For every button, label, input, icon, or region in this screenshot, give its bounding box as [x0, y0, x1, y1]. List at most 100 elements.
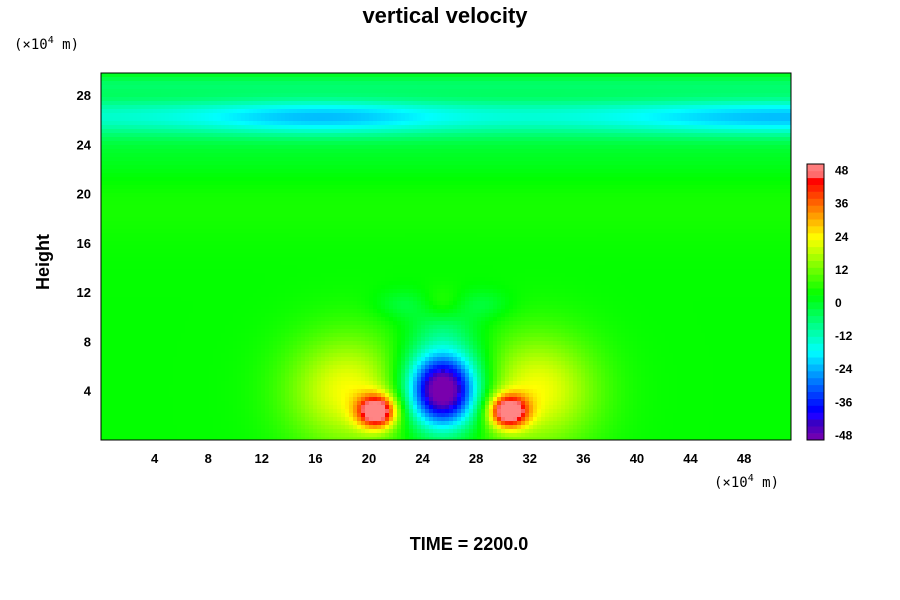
- heatmap-cell: [457, 73, 462, 78]
- heatmap-cell: [301, 185, 306, 190]
- heatmap-cell: [477, 161, 482, 166]
- heatmap-cell: [397, 145, 402, 150]
- heatmap-cell: [249, 137, 254, 142]
- heatmap-cell: [161, 145, 166, 150]
- heatmap-cell: [777, 105, 782, 110]
- heatmap-cell: [493, 101, 498, 106]
- heatmap-cell: [557, 121, 562, 126]
- heatmap-cell: [441, 137, 446, 142]
- heatmap-cell: [441, 81, 446, 86]
- heatmap-cell: [613, 181, 618, 186]
- heatmap-cell: [341, 153, 346, 158]
- heatmap-cell: [693, 109, 698, 114]
- heatmap-cell: [669, 161, 674, 166]
- heatmap-cell: [665, 153, 670, 158]
- heatmap-cell: [541, 141, 546, 146]
- heatmap-cell: [541, 169, 546, 174]
- heatmap-cell: [745, 173, 750, 178]
- heatmap-cell: [117, 93, 122, 98]
- heatmap-cell: [233, 145, 238, 150]
- heatmap-cell: [473, 129, 478, 134]
- heatmap-cell: [157, 161, 162, 166]
- heatmap-cell: [121, 125, 126, 130]
- heatmap-cell: [301, 141, 306, 146]
- heatmap-cell: [613, 161, 618, 166]
- heatmap-cell: [105, 73, 110, 78]
- heatmap-cell: [137, 113, 142, 118]
- heatmap-cell: [305, 133, 310, 138]
- heatmap-cell: [633, 121, 638, 126]
- heatmap-cell: [177, 173, 182, 178]
- heatmap-cell: [657, 149, 662, 154]
- heatmap-cell: [317, 129, 322, 134]
- heatmap-cell: [377, 141, 382, 146]
- heatmap-cell: [261, 125, 266, 130]
- heatmap-cell: [581, 101, 586, 106]
- heatmap-cell: [709, 153, 714, 158]
- heatmap-cell: [153, 137, 158, 142]
- heatmap-cell: [333, 149, 338, 154]
- heatmap-cell: [105, 93, 110, 98]
- heatmap-cell: [761, 73, 766, 78]
- heatmap-cell: [365, 165, 370, 170]
- heatmap-cell: [337, 157, 342, 162]
- heatmap-cell: [633, 133, 638, 138]
- heatmap-cell: [301, 161, 306, 166]
- heatmap-cell: [149, 93, 154, 98]
- heatmap-cell: [213, 137, 218, 142]
- heatmap-cell: [385, 113, 390, 118]
- heatmap-cell: [757, 85, 762, 90]
- heatmap-cell: [513, 177, 518, 182]
- heatmap-cell: [681, 173, 686, 178]
- heatmap-cell: [441, 157, 446, 162]
- heatmap-cell: [473, 93, 478, 98]
- heatmap-cell: [613, 169, 618, 174]
- heatmap-cell: [545, 149, 550, 154]
- heatmap-cell: [201, 177, 206, 182]
- heatmap-cell: [745, 109, 750, 114]
- heatmap-cell: [677, 129, 682, 134]
- heatmap-cell: [641, 145, 646, 150]
- heatmap-cell: [369, 181, 374, 186]
- heatmap-cell: [773, 149, 778, 154]
- heatmap-cell: [241, 97, 246, 102]
- heatmap-cell: [141, 117, 146, 122]
- heatmap-cell: [729, 93, 734, 98]
- heatmap-cell: [185, 121, 190, 126]
- heatmap-cell: [421, 93, 426, 98]
- heatmap-cell: [645, 121, 650, 126]
- heatmap-cell: [333, 165, 338, 170]
- heatmap-cell: [233, 109, 238, 114]
- heatmap-cell: [401, 153, 406, 158]
- heatmap-cell: [549, 73, 554, 78]
- heatmap-cell: [485, 157, 490, 162]
- heatmap-cell: [305, 97, 310, 102]
- heatmap-cell: [621, 109, 626, 114]
- heatmap-cell: [789, 109, 791, 114]
- heatmap-cell: [497, 173, 502, 178]
- heatmap-cell: [337, 181, 342, 186]
- heatmap-cell: [357, 105, 362, 110]
- heatmap-cell: [765, 165, 770, 170]
- heatmap-cell: [157, 137, 162, 142]
- heatmap-cell: [193, 181, 198, 186]
- heatmap-cell: [101, 149, 106, 154]
- heatmap-cell: [453, 185, 458, 190]
- heatmap-cell: [749, 173, 754, 178]
- heatmap-cell: [397, 93, 402, 98]
- heatmap-cell: [433, 85, 438, 90]
- heatmap-cell: [697, 161, 702, 166]
- heatmap-cell: [241, 153, 246, 158]
- heatmap-cell: [249, 101, 254, 106]
- heatmap-cell: [449, 169, 454, 174]
- heatmap-cell: [501, 125, 506, 130]
- heatmap-cell: [369, 177, 374, 182]
- heatmap-cell: [609, 93, 614, 98]
- heatmap-cell: [653, 101, 658, 106]
- heatmap-cell: [261, 157, 266, 162]
- heatmap-cell: [365, 89, 370, 94]
- heatmap-cell: [737, 145, 742, 150]
- heatmap-cell: [329, 93, 334, 98]
- heatmap-cell: [125, 81, 130, 86]
- heatmap-cell: [545, 85, 550, 90]
